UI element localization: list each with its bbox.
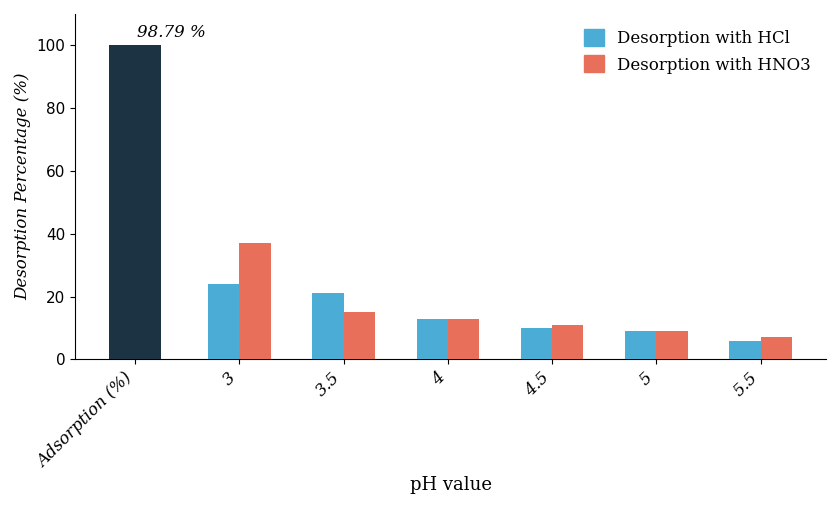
Bar: [625, 331, 656, 359]
Bar: [552, 325, 584, 359]
Bar: [208, 284, 239, 359]
Legend: Desorption with HCl, Desorption with HNO3: Desorption with HCl, Desorption with HNO…: [577, 22, 818, 80]
Bar: [729, 340, 761, 359]
X-axis label: pH value: pH value: [410, 476, 491, 494]
Bar: [109, 45, 161, 359]
Bar: [656, 331, 688, 359]
Bar: [239, 243, 270, 359]
Y-axis label: Desorption Percentage (%): Desorption Percentage (%): [14, 73, 31, 300]
Bar: [448, 319, 480, 359]
Bar: [312, 294, 344, 359]
Bar: [417, 319, 448, 359]
Bar: [344, 312, 375, 359]
Bar: [521, 328, 552, 359]
Bar: [761, 337, 792, 359]
Text: 98.79 %: 98.79 %: [138, 23, 206, 41]
